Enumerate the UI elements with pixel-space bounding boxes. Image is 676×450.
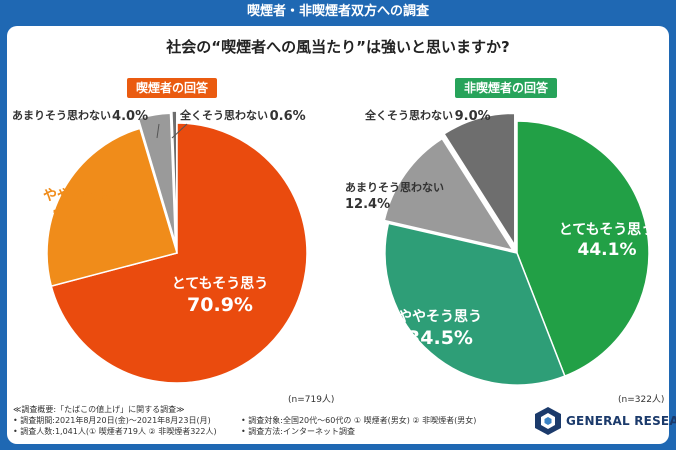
smoker-slice-value-3: 0.6% [270,109,306,124]
brand-logo: GENERAL RESEARCH [534,406,676,436]
nonsmoker-slice-value-3: 9.0% [455,109,491,124]
logo-mark-icon [535,407,561,435]
nonsmoker-pie-slice-3 [443,112,516,248]
smoker-slice-value-2: 4.0% [112,109,148,124]
nonsmoker-slice-label-0: とてもそう思う [559,222,656,238]
nonsmoker-pie-slice-2 [383,137,515,252]
nonsmoker-slice-label-3: 全くそう思わない [364,108,453,122]
nonsmoker-slice-value-0: 44.1% [578,240,637,260]
smoker-slice-label-2: あまりそう思わない [12,109,111,122]
smoker-n-label: (n=719人) [288,395,335,405]
smoker-slice-label-1: ややそう思う [43,188,127,204]
smoker-pie-slice-3 [171,110,178,242]
leader-line-1 [171,123,188,139]
nonsmoker-slice-value-1: 34.5% [407,327,473,349]
smoker-pie-slice-0 [50,122,308,384]
nonsmoker-pie-slice-1 [384,222,566,386]
survey-count: • 調査人数:1,041人(① 喫煙者719人 ② 非喫煙者322人) [13,427,217,436]
survey-notes: ≪調査概要:「たばこの値上げ」に関する調査≫ • 調査期間:2021年8月20日… [13,404,476,437]
nonsmoker-slice-label-2: あまりそう思わない [345,181,444,194]
survey-question: 社会の“喫煙者への風当たり”は強いと思いますか? [166,38,510,56]
smoker-slice-label-3: 全くそう思わない [179,108,268,122]
nonsmoker-chart-title: 非喫煙者の回答 [455,78,558,98]
survey-target: • 調査対象:全国20代〜60代の ① 喫煙者(男女) ② 非喫煙者(男女) [241,416,477,425]
logo-text: GENERAL RESEARCH [566,414,676,428]
header-title: 喫煙者・非喫煙者双方への調査 [246,4,429,19]
smoker-slice-label-0: とてもそう思う [172,276,269,292]
nonsmoker-n-label: (n=322人) [618,395,665,405]
nonsmoker-slice-value-2: 12.4% [345,197,390,212]
smoker-pie-slice-2 [137,112,177,244]
leader-line-0 [156,123,160,139]
smoker-slice-value-1: 24.5% [52,206,118,228]
nonsmoker-pie-slice-0 [516,120,650,378]
survey-summary: ≪調査概要:「たばこの値上げ」に関する調査≫ [13,405,185,414]
smoker-slice-value-0: 70.9% [187,294,253,316]
chart-card: 社会の“喫煙者への風当たり”は強いと思いますか? 喫煙者の回答 非喫煙者の回答 … [7,26,676,444]
nonsmoker-slice-label-1: ややそう思う [398,309,482,325]
smoker-chart-title: 喫煙者の回答 [127,78,218,98]
survey-method: • 調査方法:インターネット調査 [241,427,355,436]
survey-period: • 調査期間:2021年8月20日(金)〜2021年8月23日(月) [13,416,211,425]
smoker-pie-slice-1 [46,127,178,288]
